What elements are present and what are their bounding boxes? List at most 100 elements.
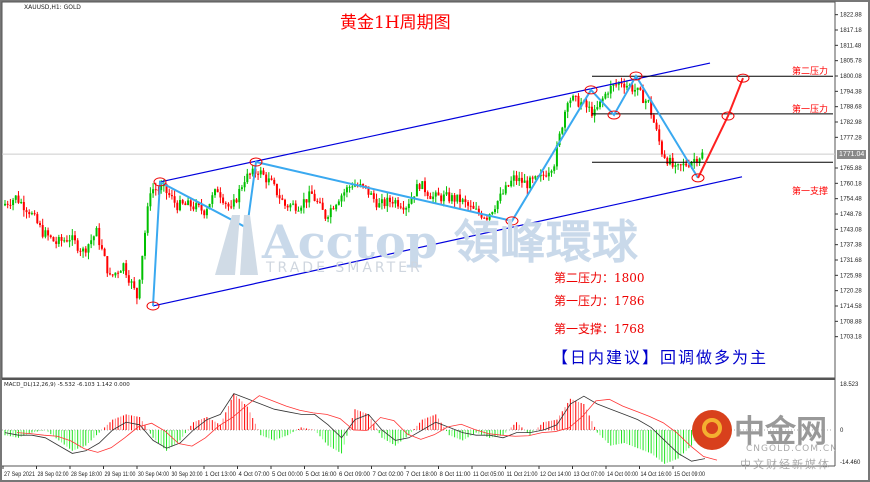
candle-down [372, 193, 375, 199]
info-r1: 第一压力：1786 [554, 294, 645, 308]
candle-down [103, 248, 106, 257]
candle-up [510, 180, 513, 187]
trade-advice: 【日内建议】回调做多为主 [552, 348, 769, 367]
candle-up [405, 208, 408, 210]
candle-down [615, 84, 618, 86]
candle-down [590, 106, 593, 117]
candle-up [95, 227, 98, 237]
y-tick-label: 1805.78 [840, 59, 862, 65]
candle-down [100, 245, 103, 249]
candle-down [203, 210, 206, 216]
candle-up [456, 194, 459, 202]
candle-down [531, 177, 534, 179]
candle-up [502, 193, 505, 195]
candle-up [359, 184, 362, 187]
candle-down [469, 205, 472, 207]
candle-up [90, 240, 93, 245]
pivot-marker [249, 157, 263, 167]
x-tick-label: 1 Oct 13:00 [205, 472, 237, 478]
candle-up [677, 164, 680, 166]
candle-down [249, 173, 251, 175]
candle-up [461, 199, 464, 202]
y-tick-label: 1760.18 [840, 181, 862, 187]
candle-up [240, 187, 243, 189]
candle-down [273, 179, 276, 184]
candle-down [275, 183, 278, 196]
candle-down [687, 165, 690, 167]
candle-down [17, 195, 20, 203]
candle-down [507, 185, 510, 187]
candle-up [208, 203, 211, 210]
pivot-marker [584, 85, 598, 95]
candle-up [211, 195, 214, 204]
candle-down [577, 95, 580, 107]
y-tick-label: 1754.48 [840, 197, 862, 203]
candle-down [620, 82, 623, 84]
y-tick-label: 1743.08 [840, 227, 862, 233]
candle-up [693, 158, 696, 163]
candle-down [324, 209, 327, 219]
candle-down [109, 273, 111, 275]
candle-down [49, 235, 52, 238]
candle-down [176, 202, 179, 211]
candle-down [655, 122, 658, 130]
candle-down [453, 195, 456, 202]
x-tick-label: 4 Oct 07:00 [239, 472, 271, 478]
candle-up [669, 157, 671, 165]
candle-up [122, 263, 125, 272]
candle-up [547, 172, 550, 177]
candle-down [418, 184, 421, 189]
candle-up [644, 100, 647, 103]
candle-down [173, 196, 176, 203]
candle-down [125, 263, 128, 276]
candle-up [394, 200, 397, 204]
candle-down [127, 275, 130, 283]
candle-down [117, 272, 120, 274]
candle-up [214, 189, 216, 196]
candle-down [28, 212, 31, 215]
candle-down [257, 173, 260, 175]
candle-up [432, 196, 435, 199]
candle-up [160, 186, 163, 191]
x-tick-label: 28 Sep 02:00 [38, 472, 70, 478]
candle-up [302, 199, 305, 208]
candle-up [701, 152, 704, 159]
candle-down [219, 192, 222, 198]
candle-down [437, 192, 440, 196]
candle-down [98, 227, 101, 246]
candle-up [232, 199, 235, 207]
candle-down [313, 193, 316, 201]
candle-down [52, 237, 55, 242]
candle-up [529, 177, 531, 189]
candle-down [25, 210, 28, 213]
candle-down [281, 198, 284, 200]
candle-down [397, 200, 400, 207]
pivot-marker [153, 177, 167, 187]
candle-up [246, 173, 249, 183]
candle-down [585, 100, 588, 108]
candle-up [593, 109, 596, 117]
candle-down [631, 85, 634, 92]
candle-down [364, 185, 367, 187]
candle-down [679, 164, 682, 166]
candle-down [440, 195, 443, 202]
y-tick-label: 1714.58 [840, 304, 862, 310]
candle-up [512, 175, 515, 181]
candle-up [625, 85, 628, 88]
candle-up [340, 195, 343, 202]
watermark-logo-icon [215, 215, 240, 275]
candle-up [496, 200, 499, 210]
candle-up [499, 193, 502, 201]
candle-up [647, 100, 650, 102]
symbol-label: XAUUSD,H1: GOLD [24, 4, 81, 11]
candle-up [243, 182, 246, 188]
candle-down [170, 195, 173, 197]
candle-up [421, 181, 424, 189]
candle-up [380, 199, 383, 204]
candle-down [545, 175, 548, 177]
channel-upper-line [159, 62, 711, 183]
candle-up [504, 185, 507, 194]
signal-line [16, 395, 718, 461]
candle-down [652, 115, 655, 123]
